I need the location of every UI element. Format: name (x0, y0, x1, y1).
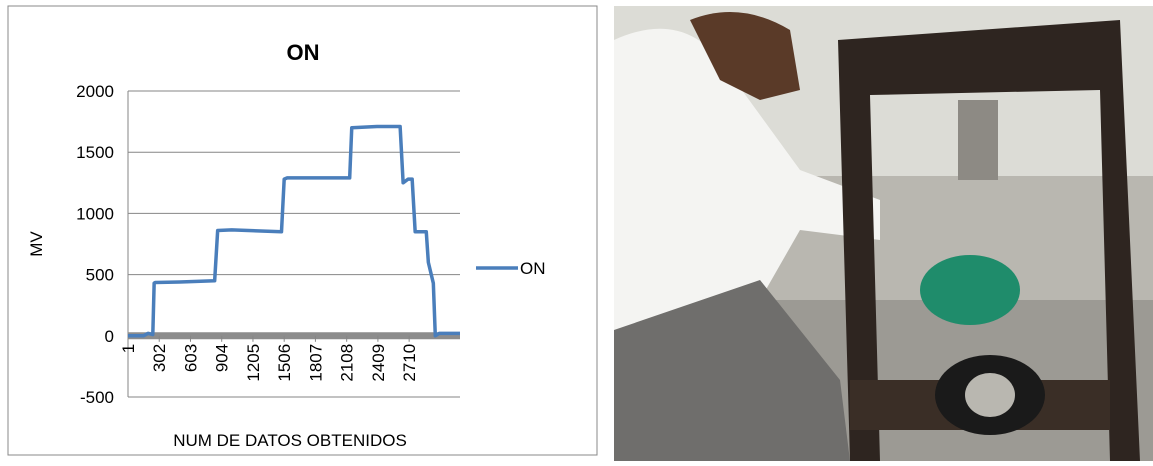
x-tick-label: 1506 (275, 344, 294, 382)
y-tick-label: 1000 (76, 204, 114, 223)
y-tick-label: -500 (80, 388, 114, 407)
x-tick-label: 904 (213, 344, 232, 372)
x-tick-label: 302 (150, 344, 169, 372)
photo-pants (614, 280, 850, 461)
y-tick-label: 2000 (76, 82, 114, 101)
chart-frame (7, 5, 598, 456)
legend-label: ON (520, 259, 546, 278)
photo-shirt (614, 28, 880, 360)
photo-press (958, 100, 998, 180)
chart-title: ON (287, 40, 320, 65)
photo-coil (920, 255, 1020, 325)
x-tick-label: 2710 (400, 344, 419, 382)
x-tick-label: 2409 (369, 344, 388, 382)
y-tick-label: 0 (105, 327, 114, 346)
x-axis-label: NUM DE DATOS OBTENIDOS (173, 431, 407, 450)
photo-head (690, 12, 800, 100)
x-tick-label: 1807 (306, 344, 325, 382)
y-tick-label: 1500 (76, 143, 114, 162)
line-series (128, 124, 460, 338)
x-tick-label: 2108 (338, 344, 357, 382)
y-tick-label: 500 (86, 266, 114, 285)
y-axis-label: MV (27, 231, 46, 257)
x-tick-label: 1 (119, 344, 138, 353)
photo (614, 6, 1153, 461)
x-tick-label: 1205 (244, 344, 263, 382)
x-tick-label: 603 (181, 344, 200, 372)
photo-ring-hole (965, 373, 1015, 417)
